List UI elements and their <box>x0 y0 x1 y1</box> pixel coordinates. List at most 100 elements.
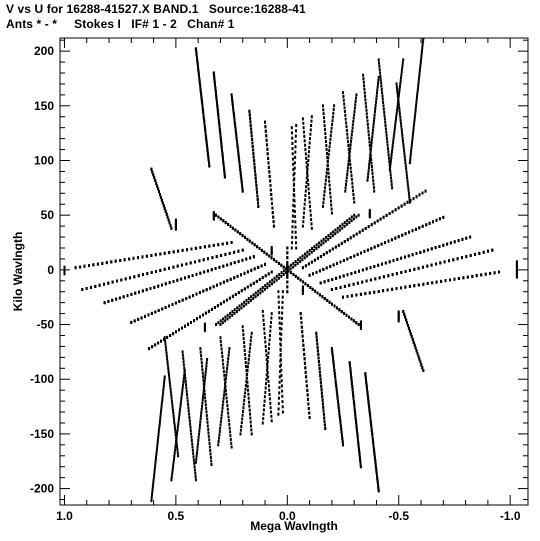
uv-point <box>305 379 308 383</box>
uv-point <box>399 79 402 83</box>
uv-point <box>328 300 331 304</box>
uv-point <box>291 214 294 218</box>
uv-point <box>247 361 250 365</box>
uv-point <box>264 274 267 278</box>
uv-point <box>163 251 166 255</box>
uv-point <box>304 264 307 268</box>
uv-point <box>359 465 362 469</box>
uv-point <box>151 484 154 488</box>
uv-point <box>254 291 257 295</box>
uv-point <box>355 93 358 97</box>
uv-point <box>393 132 396 136</box>
uv-point <box>222 366 225 370</box>
uv-point <box>159 412 162 416</box>
uv-point <box>249 116 252 120</box>
uv-point <box>420 57 423 61</box>
uv-point <box>355 215 358 219</box>
uv-point <box>364 227 367 230</box>
uv-point <box>240 302 243 306</box>
uv-point <box>378 276 381 280</box>
uv-point <box>261 276 264 280</box>
uv-point <box>164 306 167 309</box>
uv-point <box>318 293 321 297</box>
uv-point <box>221 358 224 362</box>
uv-point <box>263 404 266 407</box>
uv-point <box>280 274 283 278</box>
uv-point <box>226 360 229 364</box>
uv-point <box>331 115 334 119</box>
uv-point <box>369 417 372 421</box>
y-tick-label: 150 <box>34 99 54 113</box>
uv-point <box>358 456 361 460</box>
uv-point <box>332 356 334 360</box>
uv-point <box>218 436 220 440</box>
uv-point <box>222 280 225 284</box>
uv-point <box>349 370 352 374</box>
uv-point <box>233 308 236 312</box>
uv-point <box>207 309 210 313</box>
uv-point <box>171 405 174 409</box>
uv-point <box>351 181 354 185</box>
uv-point <box>229 438 232 441</box>
uv-point <box>111 298 114 302</box>
uv-point <box>349 146 352 150</box>
uv-point <box>219 302 222 306</box>
uv-point <box>301 117 304 121</box>
uv-point <box>412 129 415 133</box>
uv-point <box>398 85 401 88</box>
uv-point <box>147 313 150 317</box>
uv-point <box>306 167 309 171</box>
uv-point <box>329 141 331 145</box>
uv-point <box>349 162 352 166</box>
uv-point <box>169 390 172 394</box>
uv-point <box>204 128 207 132</box>
uv-point <box>345 125 348 129</box>
uv-point <box>280 263 283 267</box>
uv-point <box>241 258 244 262</box>
uv-point <box>294 215 297 219</box>
uv-point <box>168 221 171 225</box>
uv-point <box>361 280 364 284</box>
uv-point <box>352 189 354 193</box>
uv-point <box>361 228 364 232</box>
uv-point <box>202 382 205 386</box>
uv-point <box>352 116 355 120</box>
uv-point <box>357 447 360 451</box>
uv-point <box>317 356 320 360</box>
uv-point <box>216 107 219 111</box>
uv-point <box>354 103 357 107</box>
uv-point <box>327 234 330 238</box>
uv-point <box>310 260 313 264</box>
uv-point <box>366 115 369 119</box>
uv-point <box>379 78 382 82</box>
uv-point <box>278 305 280 309</box>
uv-point <box>169 334 172 337</box>
uv-point <box>376 88 379 92</box>
y-tick-label: -150 <box>30 427 54 441</box>
uv-point <box>337 399 339 403</box>
uv-point <box>398 90 401 94</box>
uv-point <box>231 226 234 230</box>
uv-point <box>223 390 226 394</box>
uv-point <box>388 163 391 167</box>
uv-point <box>248 408 251 412</box>
uv-point <box>338 409 341 413</box>
uv-point <box>181 263 183 267</box>
uv-point <box>162 389 165 393</box>
uv-point <box>420 52 423 55</box>
uv-point <box>335 306 338 310</box>
uv-point <box>301 258 304 262</box>
uv-point <box>426 248 429 252</box>
uv-point <box>381 94 384 98</box>
uv-point <box>294 260 297 263</box>
uv-point <box>408 200 411 204</box>
uv-point <box>277 402 280 406</box>
uv-point <box>219 136 222 140</box>
uv-point <box>376 219 379 223</box>
uv-point <box>153 473 156 477</box>
uv-point <box>245 372 248 376</box>
uv-point <box>421 191 424 195</box>
uv-point <box>303 207 306 211</box>
uv-point <box>203 122 206 126</box>
uv-point <box>268 388 271 392</box>
